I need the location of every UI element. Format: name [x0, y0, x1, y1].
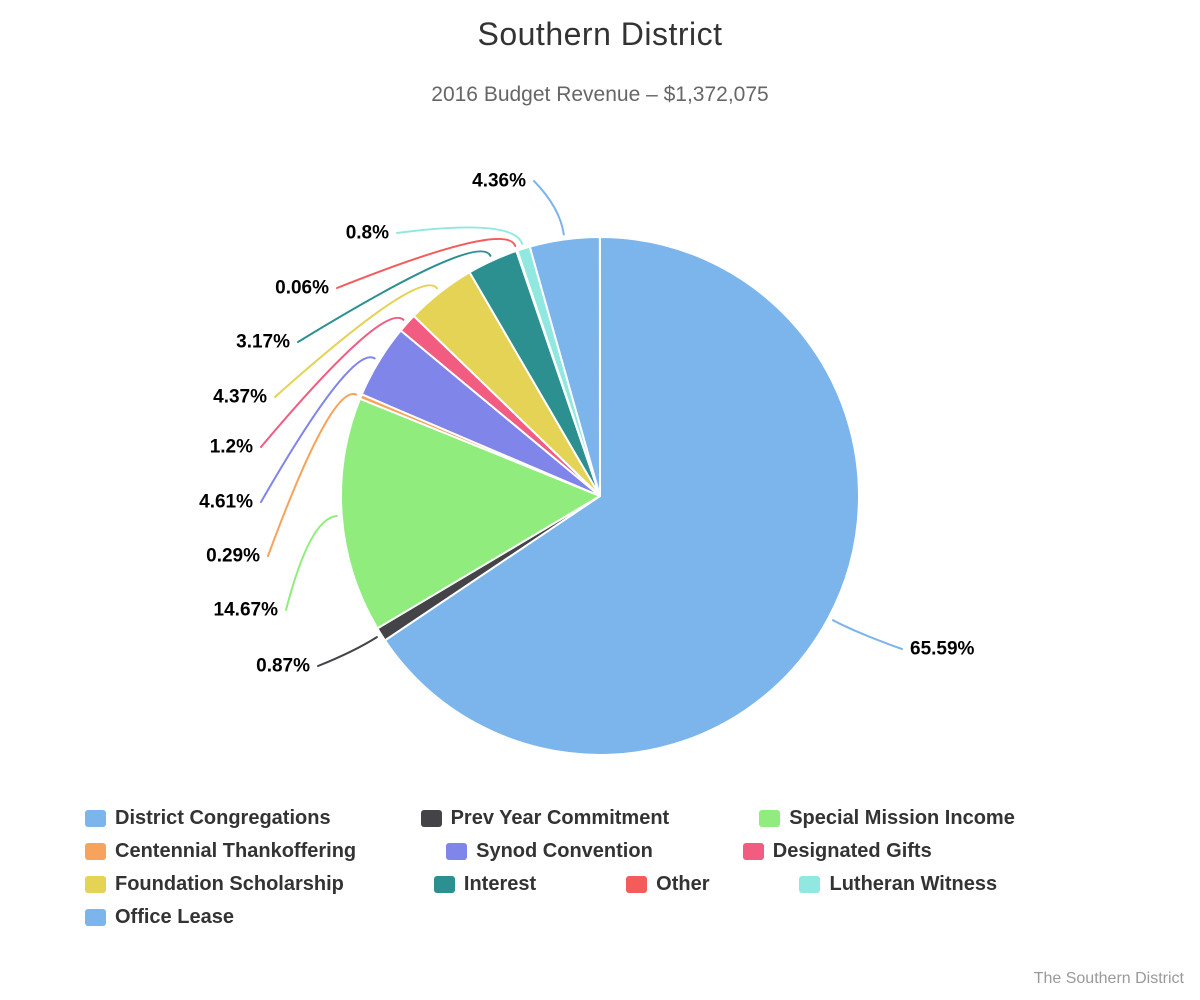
legend-item-lutheran-witness[interactable]: Lutheran Witness — [799, 873, 997, 896]
data-label-centennial-thankoffering: 0.29% — [206, 546, 260, 567]
chart-subtitle: 2016 Budget Revenue – $1,372,075 — [431, 83, 769, 106]
label-connector-lutheran-witness — [396, 226, 524, 245]
label-connector-interest — [297, 250, 492, 343]
legend-swatch-icon — [433, 876, 455, 893]
legend-label: Synod Convention — [476, 840, 653, 862]
legend-item-synod-convention[interactable]: Synod Convention — [446, 840, 653, 863]
legend-item-district-congregations[interactable]: District Congregations — [85, 807, 331, 830]
legend-swatch-icon — [85, 909, 106, 926]
pie-slice-district-congregations[interactable] — [383, 236, 860, 756]
data-label-lutheran-witness: 0.8% — [346, 223, 389, 244]
data-label-designated-gifts: 1.2% — [210, 437, 253, 458]
legend-swatch-icon — [85, 810, 106, 827]
legend-label: Foundation Scholarship — [115, 873, 344, 895]
legend-swatch-icon — [799, 876, 821, 893]
legend-item-designated-gifts[interactable]: Designated Gifts — [742, 840, 932, 863]
label-connector-special-mission-income — [285, 514, 338, 611]
legend: District Congregations Prev Year Commitme… — [85, 807, 1165, 939]
data-label-foundation-scholarship: 4.37% — [213, 387, 267, 408]
credits-text[interactable]: The Southern District — [1033, 970, 1184, 987]
legend-item-interest[interactable]: Interest — [433, 873, 537, 896]
legend-label: Office Lease — [115, 906, 234, 928]
chart-title: Southern District — [477, 16, 723, 52]
data-label-synod-convention: 4.61% — [199, 492, 253, 513]
data-label-interest: 3.17% — [236, 332, 290, 353]
label-connector-other — [336, 237, 517, 289]
label-connector-foundation-scholarship — [274, 284, 439, 398]
legend-label: Other — [656, 873, 710, 895]
data-label-other: 0.06% — [275, 278, 329, 299]
data-label-office-lease: 4.36% — [472, 171, 526, 192]
label-connector-centennial-thankoffering — [267, 393, 358, 557]
legend-row: Centennial Thankoffering Synod Convention… — [85, 840, 1165, 863]
label-connector-district-congregations — [831, 619, 903, 650]
legend-row: Office Lease — [85, 906, 1165, 929]
pie-slice-special-mission-income[interactable] — [340, 397, 601, 630]
legend-swatch-icon — [420, 810, 442, 827]
label-connector-office-lease — [533, 180, 565, 236]
legend-label: Designated Gifts — [772, 840, 932, 862]
legend-item-centennial-thankoffering[interactable]: Centennial Thankoffering — [85, 840, 356, 863]
legend-label: Lutheran Witness — [829, 873, 998, 895]
legend-swatch-icon — [446, 843, 468, 860]
label-connector-synod-convention — [260, 356, 376, 503]
legend-label: Centennial Thankoffering — [115, 840, 357, 862]
legend-item-prev-year-commitment[interactable]: Prev Year Commitment — [420, 807, 670, 830]
legend-row: District Congregations Prev Year Commitme… — [85, 807, 1165, 830]
legend-label: Interest — [463, 873, 537, 895]
data-label-special-mission-income: 14.67% — [214, 600, 279, 621]
legend-swatch-icon — [85, 843, 106, 860]
legend-swatch-icon — [742, 843, 764, 860]
legend-swatch-icon — [759, 810, 781, 827]
legend-item-office-lease[interactable]: Office Lease — [85, 906, 234, 929]
legend-row: Foundation Scholarship Interest Other Luthe… — [85, 873, 1165, 896]
label-connector-designated-gifts — [260, 316, 405, 448]
legend-swatch-icon — [626, 876, 648, 893]
legend-label: District Congregations — [115, 807, 331, 829]
data-label-district-congregations: 65.59% — [910, 639, 975, 660]
legend-label: Prev Year Commitment — [450, 807, 670, 829]
legend-item-other[interactable]: Other — [626, 873, 709, 896]
legend-swatch-icon — [85, 876, 106, 893]
data-label-prev-year-commitment: 0.87% — [256, 656, 310, 677]
label-connector-prev-year-commitment — [317, 636, 378, 667]
legend-label: Special Mission Income — [789, 807, 1015, 829]
pie-slice-office-lease[interactable] — [528, 236, 601, 497]
legend-item-special-mission-income[interactable]: Special Mission Income — [759, 807, 1015, 830]
legend-item-foundation-scholarship[interactable]: Foundation Scholarship — [85, 873, 344, 896]
